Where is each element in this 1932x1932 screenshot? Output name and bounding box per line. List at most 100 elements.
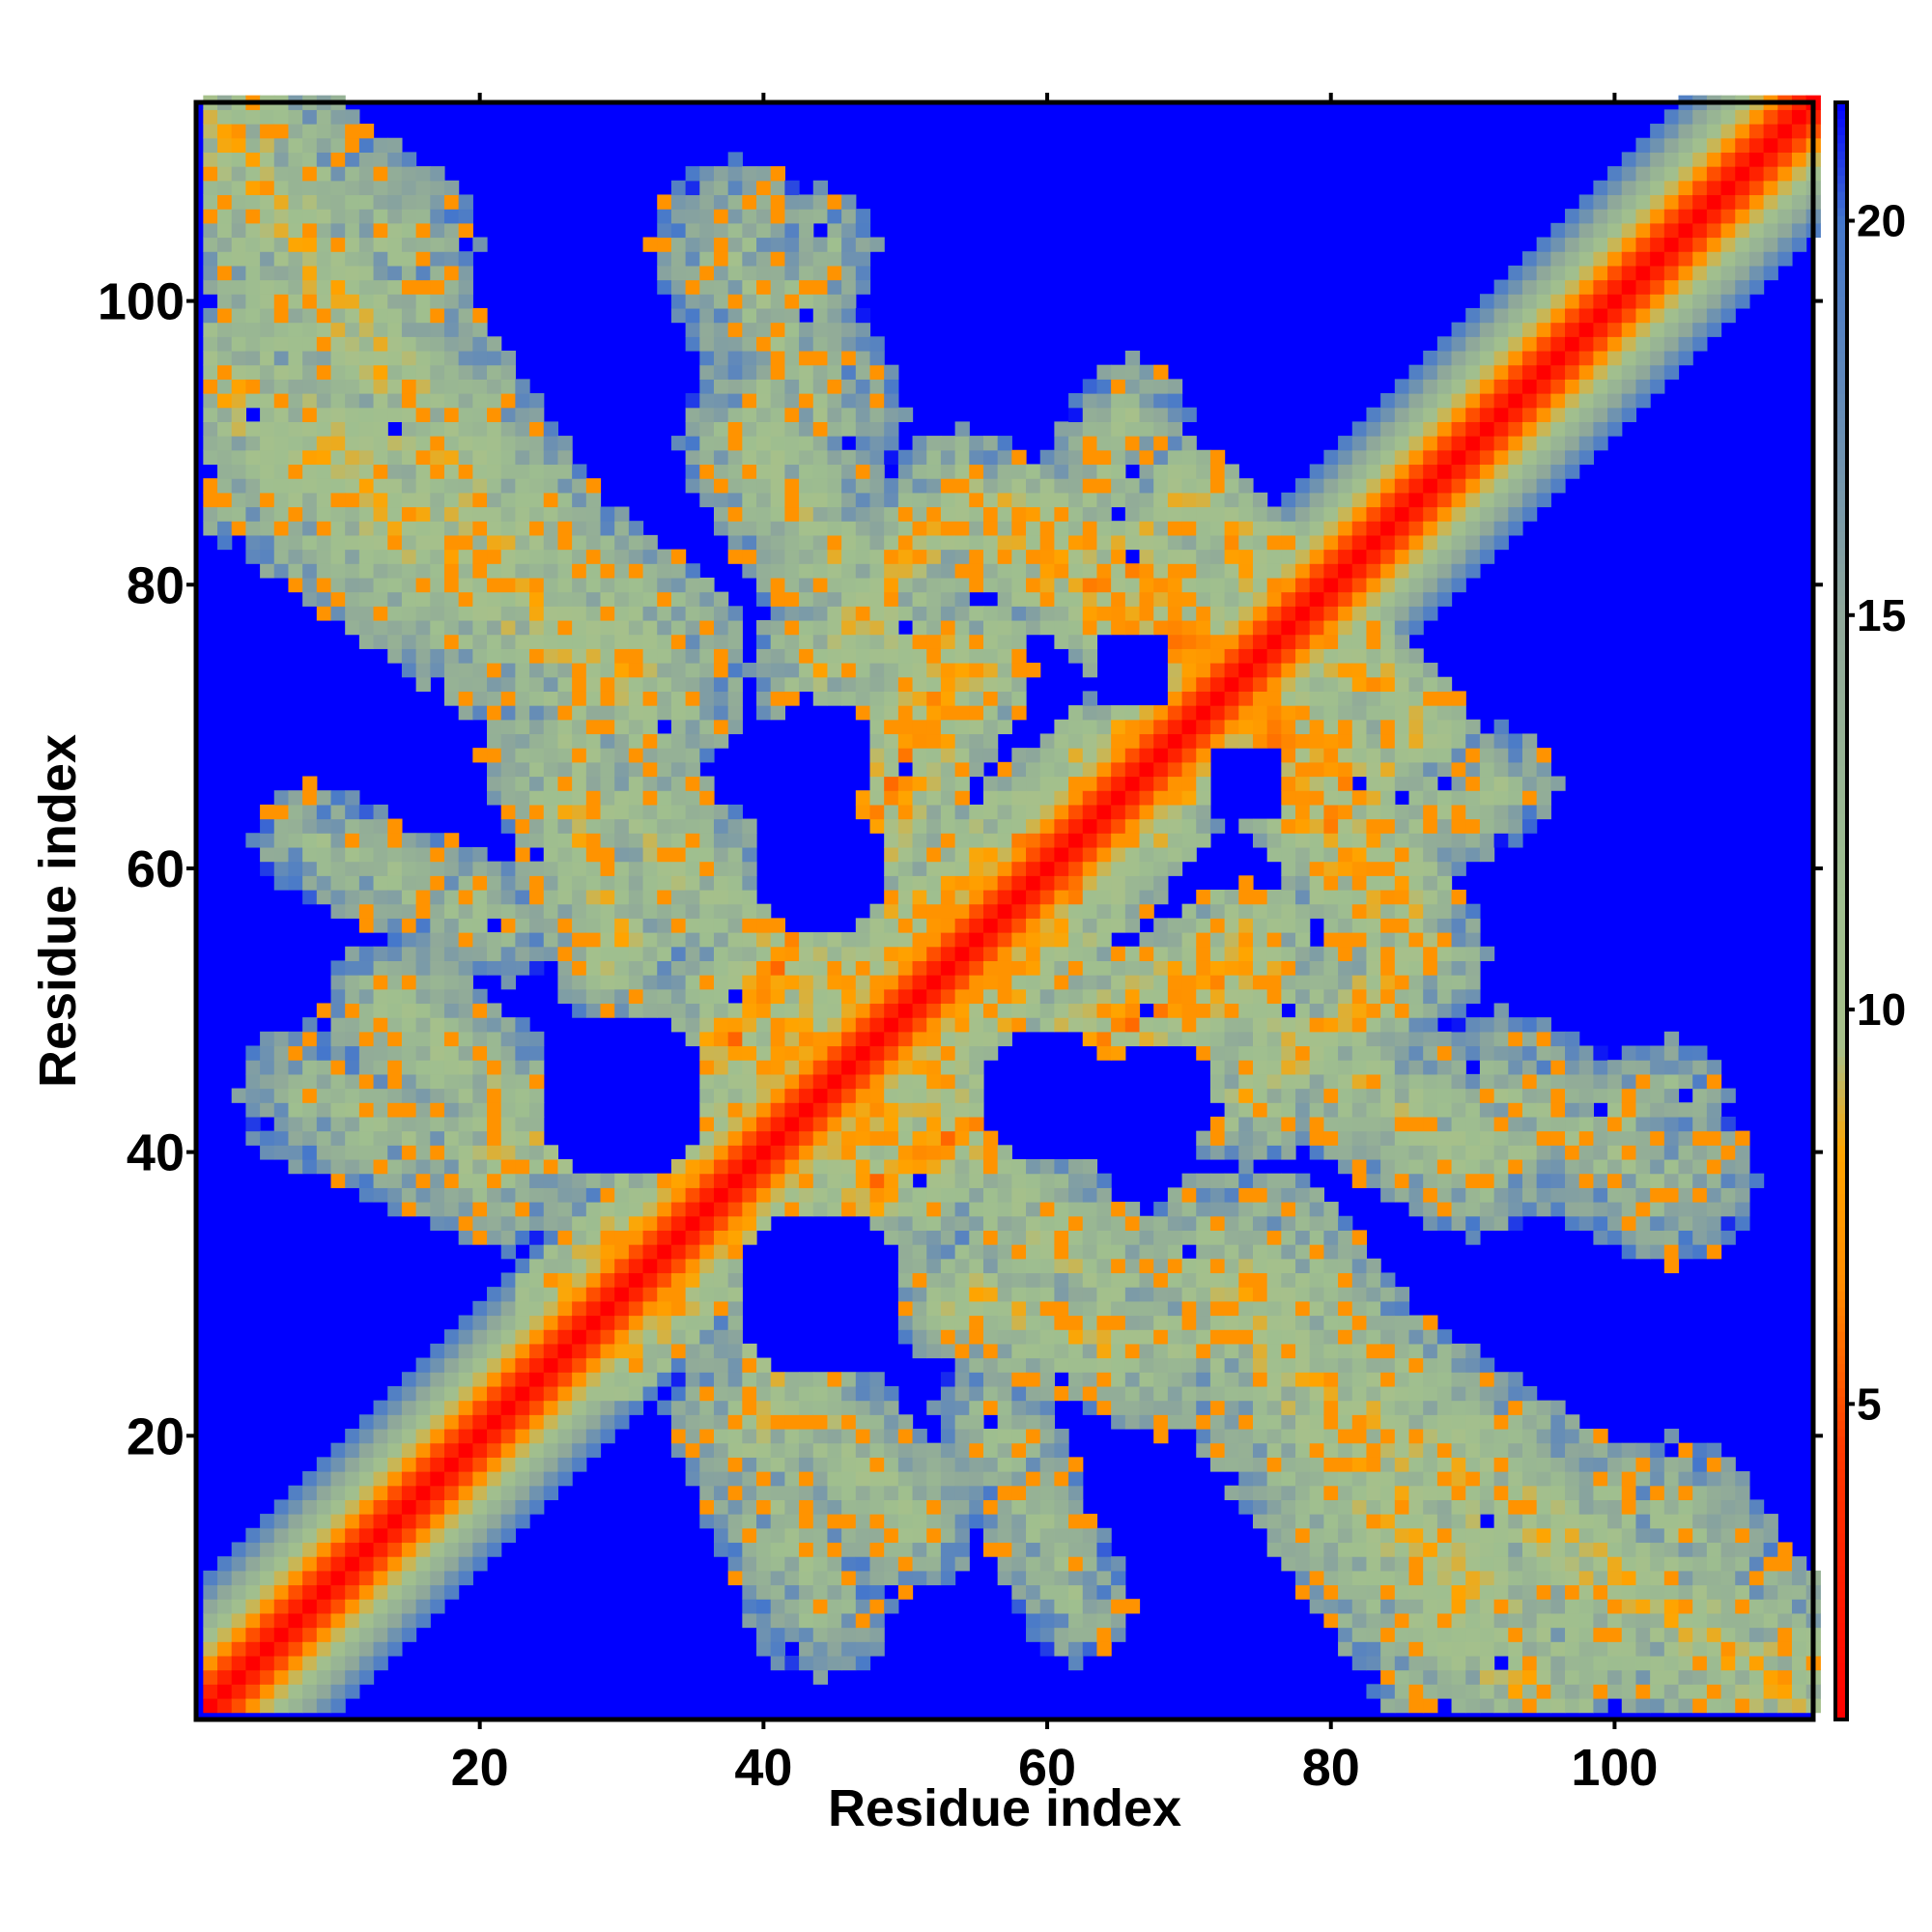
heatmap-cell bbox=[628, 1272, 644, 1288]
heatmap-cell bbox=[954, 1499, 970, 1515]
heatmap-cell bbox=[430, 166, 445, 182]
heatmap-cell bbox=[926, 619, 942, 636]
heatmap-cell bbox=[742, 237, 757, 252]
heatmap-cell bbox=[657, 648, 672, 664]
heatmap-cell bbox=[515, 748, 530, 763]
heatmap-cell bbox=[487, 776, 502, 791]
heatmap-cell bbox=[231, 449, 246, 466]
heatmap-cell bbox=[373, 1145, 388, 1160]
heatmap-cell bbox=[500, 748, 516, 763]
heatmap-cell bbox=[940, 932, 956, 948]
heatmap-cell bbox=[1011, 563, 1027, 579]
heatmap-cell bbox=[358, 1584, 375, 1600]
heatmap-cell bbox=[600, 691, 615, 706]
heatmap-cell bbox=[515, 1514, 530, 1529]
heatmap-cell bbox=[827, 521, 842, 536]
heatmap-cell bbox=[1111, 492, 1126, 508]
heatmap-cell bbox=[1139, 619, 1154, 636]
heatmap-cell bbox=[345, 1527, 360, 1544]
heatmap-cell bbox=[401, 307, 417, 324]
heatmap-cell bbox=[699, 1230, 715, 1245]
heatmap-cell bbox=[954, 833, 970, 848]
heatmap-cell bbox=[699, 209, 715, 224]
heatmap-cell bbox=[387, 619, 403, 636]
heatmap-cell bbox=[742, 1031, 757, 1047]
heatmap-cell bbox=[217, 222, 233, 239]
heatmap-cell bbox=[500, 1187, 516, 1203]
heatmap-cell bbox=[1139, 975, 1154, 990]
heatmap-cell bbox=[799, 1060, 814, 1075]
heatmap-cell bbox=[756, 194, 772, 210]
heatmap-cell bbox=[1026, 1300, 1041, 1317]
heatmap-cell bbox=[529, 861, 545, 876]
heatmap-cell bbox=[685, 449, 700, 466]
heatmap-cell bbox=[458, 1471, 473, 1487]
heatmap-cell bbox=[1181, 705, 1197, 721]
heatmap-cell bbox=[614, 506, 630, 522]
heatmap-cell bbox=[430, 1003, 445, 1018]
heatmap-cell bbox=[770, 506, 785, 522]
heatmap-cell bbox=[273, 534, 290, 551]
heatmap-cell bbox=[245, 393, 261, 409]
heatmap-cell bbox=[572, 861, 587, 876]
heatmap-cell bbox=[345, 833, 360, 848]
heatmap-cell bbox=[358, 577, 375, 593]
heatmap-cell bbox=[458, 663, 473, 678]
heatmap-cell bbox=[1039, 988, 1055, 1005]
heatmap-cell bbox=[869, 591, 885, 607]
heatmap-cell bbox=[302, 209, 318, 224]
heatmap-cell bbox=[500, 691, 516, 706]
heatmap-cell bbox=[1082, 478, 1098, 494]
heatmap-cell bbox=[557, 1173, 573, 1188]
heatmap-cell bbox=[387, 918, 403, 933]
heatmap-cell bbox=[387, 577, 403, 593]
heatmap-cell bbox=[387, 946, 403, 961]
heatmap-cell bbox=[572, 1003, 587, 1018]
heatmap-cell bbox=[756, 648, 772, 664]
heatmap-cell bbox=[330, 606, 346, 621]
heatmap-cell bbox=[245, 1073, 261, 1090]
heatmap-cell bbox=[614, 1187, 630, 1203]
heatmap-cell bbox=[670, 1258, 687, 1274]
heatmap-cell bbox=[487, 1499, 502, 1515]
heatmap-cell bbox=[1181, 804, 1197, 820]
heatmap-cell bbox=[1039, 1428, 1055, 1444]
heatmap-cell bbox=[997, 1442, 1012, 1458]
heatmap-cell bbox=[855, 1428, 871, 1444]
heatmap-cell bbox=[373, 889, 388, 905]
heatmap-cell bbox=[912, 1343, 927, 1359]
heatmap-cell bbox=[415, 1017, 431, 1033]
heatmap-cell bbox=[827, 975, 842, 990]
heatmap-cell bbox=[330, 1130, 346, 1146]
heatmap-cell bbox=[500, 663, 516, 678]
heatmap-cell bbox=[373, 478, 388, 494]
heatmap-cell bbox=[487, 1031, 502, 1047]
heatmap-cell bbox=[742, 861, 757, 876]
heatmap-cell bbox=[245, 1570, 261, 1586]
heatmap-cell bbox=[330, 534, 346, 551]
heatmap-cell bbox=[869, 705, 885, 721]
heatmap-cell bbox=[330, 1697, 346, 1714]
heatmap-cell bbox=[742, 449, 757, 466]
heatmap-cell bbox=[245, 152, 261, 167]
heatmap-cell bbox=[1054, 889, 1069, 905]
heatmap-cell bbox=[884, 506, 899, 522]
heatmap-cell bbox=[982, 1457, 999, 1472]
heatmap-cell bbox=[572, 846, 587, 863]
heatmap-cell bbox=[472, 1372, 488, 1387]
heatmap-cell bbox=[487, 1300, 502, 1317]
heatmap-cell bbox=[670, 1372, 687, 1387]
heatmap-cell bbox=[699, 861, 715, 876]
heatmap-cell bbox=[288, 875, 303, 891]
heatmap-cell bbox=[799, 1499, 814, 1515]
heatmap-cell bbox=[585, 663, 602, 678]
heatmap-cell bbox=[458, 1527, 473, 1544]
heatmap-cell bbox=[288, 1641, 303, 1657]
heatmap-cell bbox=[670, 1329, 687, 1345]
heatmap-cell bbox=[458, 1230, 473, 1245]
heatmap-cell bbox=[756, 549, 772, 564]
heatmap-cell bbox=[330, 875, 346, 891]
heatmap-cell bbox=[415, 307, 431, 324]
heatmap-cell bbox=[1124, 364, 1141, 380]
heatmap-cell bbox=[401, 379, 417, 394]
